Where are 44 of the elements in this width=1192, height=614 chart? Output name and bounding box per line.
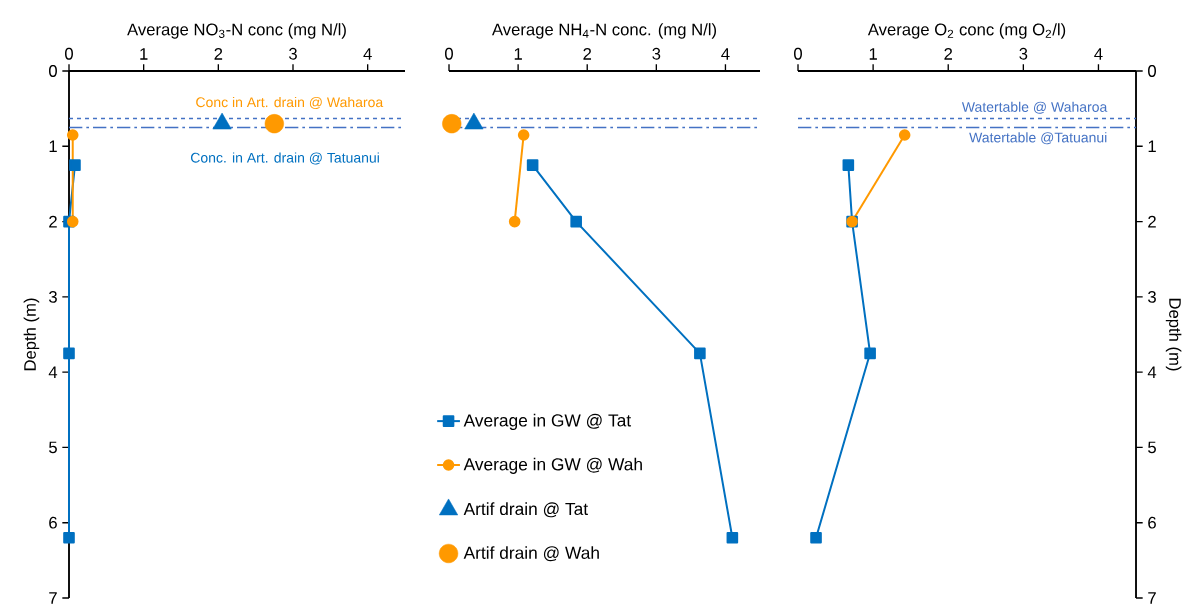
y-tick-label: 3 [48, 290, 57, 303]
x-tick-label: 4 [363, 48, 372, 60]
y-tick-label: 4 [1147, 366, 1157, 378]
y-tick-label: 2 [1148, 215, 1156, 228]
y-tick-label: 4 [48, 366, 58, 378]
x-tick-label: 1 [514, 48, 522, 60]
x-tick-label: 2 [944, 48, 953, 60]
y-tick-label: 1 [49, 140, 57, 153]
x-tick-label: 3 [1019, 47, 1028, 60]
x-tick-label: 4 [721, 48, 730, 60]
y-axis-title: Depth (m) [1165, 298, 1182, 371]
y-tick-label: 7 [1148, 592, 1156, 604]
x-tick-label: 4 [1094, 48, 1103, 60]
y-tick-label: 2 [49, 215, 57, 228]
legend-label: Average in GW @ Wah [463, 457, 642, 474]
y-tick-label: 7 [49, 592, 57, 604]
y-tick-label: 6 [1148, 516, 1156, 529]
y-tick-label: 0 [49, 65, 57, 77]
ref-line-label: Watertable @Tatuanui [969, 132, 1107, 145]
y-tick-label: 1 [1148, 140, 1156, 153]
x-tick-label: 3 [652, 47, 661, 60]
x-axis-title: Average NO$_{3}$-N conc (mg N/l) [127, 23, 346, 39]
x-tick-label: 2 [214, 48, 223, 60]
y-tick-label: 6 [49, 516, 57, 529]
x-tick-label: 0 [65, 47, 73, 60]
y-tick-label: 5 [49, 441, 57, 454]
y-tick-label: 3 [1148, 290, 1156, 303]
x-tick-label: 3 [289, 47, 297, 60]
legend-label: Artif drain @ Wah [463, 546, 599, 562]
x-tick-label: 0 [445, 47, 453, 60]
y-tick-label: 0 [1148, 65, 1156, 77]
x-tick-label: 2 [583, 48, 592, 60]
x-tick-label: 0 [794, 47, 802, 60]
y-tick-label: 5 [1148, 441, 1156, 454]
annotation: Conc in Art. drain @ Waharoa [196, 96, 384, 109]
x-tick-label: 1 [869, 48, 877, 60]
legend-label: Artif drain @ Tat [463, 502, 588, 518]
ref-line-label: Watertable @ Waharoa [961, 101, 1108, 114]
y-axis-title: Depth (m) [23, 298, 40, 371]
x-axis-title: Average NH$_{4}$-N conc. (mg N/l) [491, 23, 717, 39]
x-tick-label: 1 [140, 48, 148, 60]
annotation: Conc. in Art. drain @ Tatuanui [191, 152, 379, 165]
x-axis-title: Average O$_{2}$ conc (mg O$_{2}$/l) [867, 23, 1066, 39]
legend-label: Average in GW @ Tat [463, 413, 632, 430]
